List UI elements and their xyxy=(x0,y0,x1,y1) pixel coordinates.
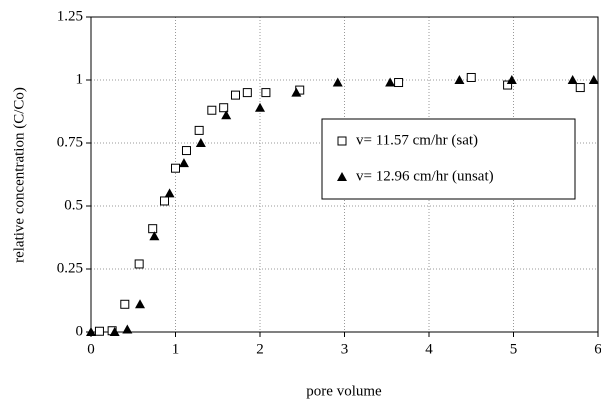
square-point xyxy=(134,259,144,269)
square-point xyxy=(148,224,158,234)
triangle-point xyxy=(454,75,465,84)
plot-frame xyxy=(90,16,599,333)
triangle-point xyxy=(332,77,343,87)
y-tick-label: 0.5 xyxy=(64,197,83,213)
y-axis-label: relative concentration (C/Co) xyxy=(11,87,27,263)
triangle-point xyxy=(221,110,232,120)
square-point xyxy=(219,103,229,113)
triangle-point xyxy=(122,324,133,334)
x-axis-label: pore volume xyxy=(306,383,382,399)
triangle-point xyxy=(385,77,396,87)
triangle-point xyxy=(506,75,517,84)
x-tick-label: 4 xyxy=(425,341,433,357)
legend-label: v= 11.57 cm/hr (sat) xyxy=(356,132,478,148)
y-tick-label: 0.25 xyxy=(57,260,83,276)
square-point xyxy=(181,146,191,156)
triangle-point xyxy=(255,102,265,112)
y-tick-label: 0.75 xyxy=(57,134,83,150)
square-point xyxy=(503,80,513,90)
x-tick-label: 3 xyxy=(341,341,349,357)
square-point xyxy=(242,88,252,98)
triangle-point xyxy=(195,138,206,147)
y-tick-label: 1 xyxy=(76,71,84,87)
square-point xyxy=(160,196,170,206)
triangle-point xyxy=(337,172,347,181)
y-tick-label: 1.25 xyxy=(57,8,83,24)
triangle-point xyxy=(588,75,599,84)
triangle-point xyxy=(149,231,160,241)
square-point xyxy=(120,299,130,309)
square-point xyxy=(575,83,585,93)
triangle-point xyxy=(109,327,120,336)
triangle-point xyxy=(291,87,302,97)
legend-box xyxy=(321,118,576,200)
triangle-point xyxy=(86,327,96,336)
triangle-point xyxy=(135,299,146,309)
triangle-point xyxy=(178,158,189,168)
square-point xyxy=(337,136,347,146)
square-point xyxy=(207,105,217,115)
square-point xyxy=(394,78,404,88)
square-point xyxy=(261,88,271,98)
square-point xyxy=(171,163,180,173)
square-point xyxy=(230,90,240,100)
x-tick-label: 5 xyxy=(510,341,518,357)
legend-label: v= 12.96 cm/hr (unsat) xyxy=(356,168,494,184)
square-point xyxy=(94,326,104,336)
x-tick-label: 6 xyxy=(594,341,601,357)
square-point xyxy=(194,125,204,135)
x-tick-label: 0 xyxy=(87,341,95,357)
triangle-point xyxy=(164,188,175,198)
triangle-point xyxy=(567,75,578,84)
x-tick-label: 1 xyxy=(172,341,180,357)
square-point xyxy=(466,72,476,82)
y-tick-label: 0 xyxy=(76,323,84,339)
x-tick-label: 2 xyxy=(256,341,264,357)
